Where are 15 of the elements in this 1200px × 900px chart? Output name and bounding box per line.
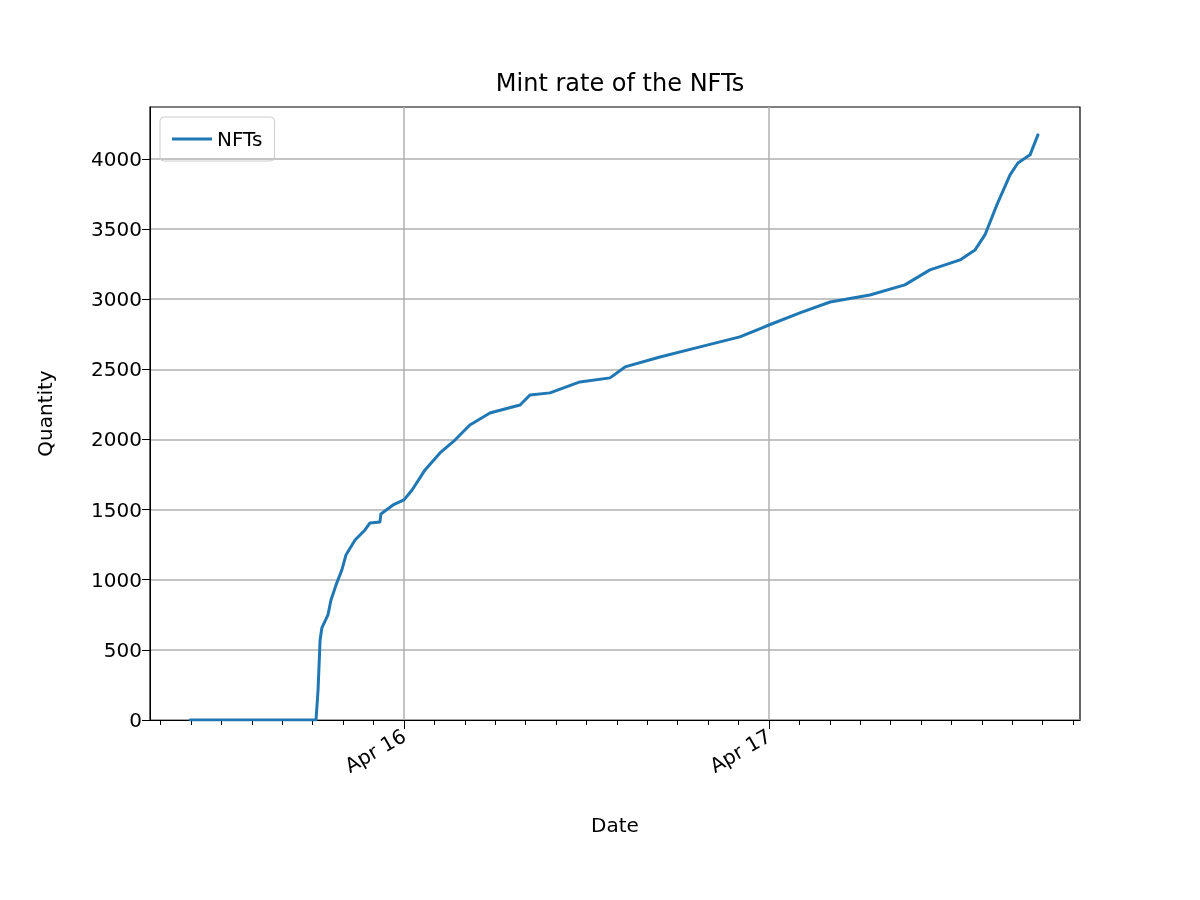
y-tick-label: 3500: [91, 217, 142, 242]
y-tick-label: 3000: [91, 287, 142, 312]
x-tick-label: Apr 16: [340, 723, 410, 778]
chart-title: Mint rate of the NFTs: [495, 69, 745, 97]
y-tick-label: 2500: [91, 357, 142, 382]
y-tick-label: 1500: [91, 497, 142, 522]
y-tick-label: 500: [103, 637, 142, 662]
legend-label: NFTs: [217, 127, 263, 151]
y-tick-label: 0: [129, 708, 142, 732]
y-tick-label: 1000: [91, 567, 142, 592]
y-tick-label: 2000: [91, 427, 142, 452]
x-axis-title: Date: [591, 813, 639, 837]
x-tick-label: Apr 17: [705, 723, 775, 778]
y-axis-title: Quantity: [33, 370, 57, 457]
y-tick-label: 4000: [91, 146, 142, 171]
